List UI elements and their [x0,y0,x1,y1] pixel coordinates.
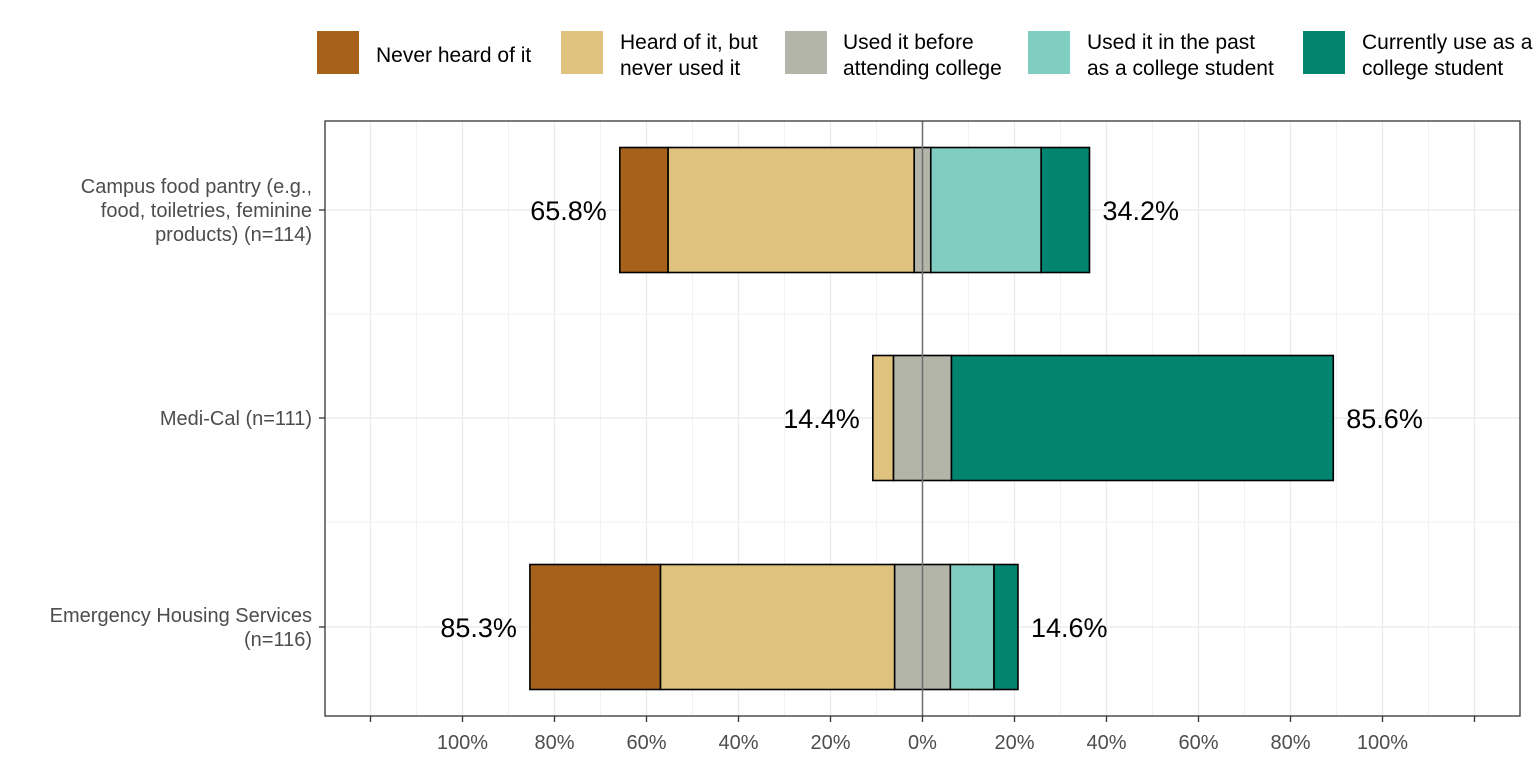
bar-segment [929,146,1042,274]
legend-label: attending college [843,57,1002,80]
bar-segment [659,563,896,691]
category-label: Medi-Cal (n=111) [160,408,312,430]
x-tick-label: 0% [908,732,937,754]
plot-area: 65.8% 34.2% 14.4% 85.6% 85.3% 14.6% [324,120,1521,717]
bar-segment [619,146,669,274]
legend-key [1303,31,1345,74]
right-total-label: 34.2% [1102,196,1179,226]
bar-segment [872,354,895,482]
left-total-label: 14.4% [783,404,860,434]
legend-item: Used it before attending college [785,31,1002,80]
legend-label: Heard of it, but [620,31,758,54]
bar-segment [667,146,916,274]
x-tick-label: 60% [626,732,666,754]
legend-item: Used it in the past as a college student [1028,31,1274,80]
x-tick-label: 80% [1270,732,1310,754]
legend-label: college student [1362,57,1503,80]
x-tick-label: 100% [437,732,488,754]
bar-segment [949,563,995,691]
legend-label: Used it in the past [1087,31,1255,54]
right-total-label: 14.6% [1031,613,1108,643]
legend-item: Currently use as a college student [1303,31,1533,80]
x-tick-label: 20% [994,732,1034,754]
bar-group: 14.4% 85.6% [783,354,1423,482]
legend-label: never used it [620,57,740,80]
x-tick-label: 60% [1178,732,1218,754]
bar-segment [529,563,662,691]
legend: Never heard of it Heard of it, but never u… [317,31,1533,80]
legend-key [1028,31,1070,74]
legend-label: Never heard of it [376,44,531,67]
category-label: food, toiletries, feminine [101,200,312,222]
legend-label: Currently use as a [1362,31,1533,54]
left-total-label: 65.8% [530,196,607,226]
bar-segment [993,563,1019,691]
right-total-label: 85.6% [1346,404,1423,434]
legend-key [561,31,603,74]
legend-key [317,31,359,74]
category-label: products) (n=114) [155,224,312,246]
bar-segment [950,354,1335,482]
category-label: (n=116) [244,629,312,651]
x-tick-label: 40% [1086,732,1126,754]
y-axis-labels: Campus food pantry (e.g.,food, toiletrie… [50,176,325,651]
category-label: Emergency Housing Services [50,605,312,627]
bar-segment [1040,146,1091,274]
legend-label: Used it before [843,31,974,54]
bar-group: 85.3% 14.6% [440,563,1108,691]
category-label: Campus food pantry (e.g., [81,176,312,198]
legend-item: Never heard of it [317,31,531,74]
x-tick-label: 20% [810,732,850,754]
x-tick-label: 40% [718,732,758,754]
legend-item: Heard of it, but never used it [561,31,758,80]
x-tick-label: 80% [534,732,574,754]
x-tick-label: 100% [1357,732,1408,754]
bar-group: 65.8% 34.2% [530,146,1179,274]
legend-label: as a college student [1087,57,1274,80]
legend-key [785,31,827,74]
x-axis: 100% 80% 60% 40% 20% 0% 20% 40% 60% 80% 100% [369,716,1476,754]
left-total-label: 85.3% [440,613,517,643]
